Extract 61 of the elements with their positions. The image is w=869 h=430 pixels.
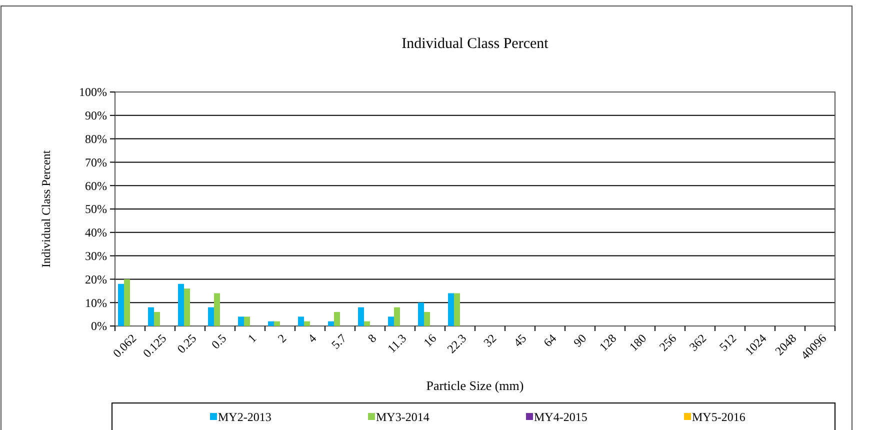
bar	[388, 316, 394, 326]
x-tick-label: 362	[686, 331, 710, 354]
bar	[448, 293, 454, 326]
x-tick-label: 0.5	[208, 331, 230, 352]
bar	[148, 307, 154, 326]
bar	[418, 302, 424, 326]
chart-title: Individual Class Percent	[402, 36, 550, 52]
bar	[268, 321, 274, 326]
bar	[214, 293, 220, 326]
bar	[454, 293, 460, 326]
bar	[118, 284, 124, 326]
x-tick-label: 11.3	[384, 331, 410, 356]
bar	[124, 279, 130, 326]
y-tick-label: 90%	[85, 108, 107, 123]
legend-label: MY2-2013	[218, 410, 272, 424]
y-tick-label: 10%	[85, 296, 107, 310]
bar	[298, 316, 304, 326]
x-tick-label: 2	[274, 331, 290, 346]
bar	[394, 307, 400, 326]
bar	[238, 316, 244, 326]
x-axis-title: Particle Size (mm)	[426, 378, 524, 393]
x-tick-label: 256	[656, 331, 680, 354]
legend-label: MY5-2016	[692, 410, 746, 424]
y-tick-label: 100%	[79, 85, 107, 100]
bar	[208, 307, 214, 326]
bar	[184, 288, 190, 326]
y-tick-label: 50%	[85, 202, 107, 216]
y-tick-label: 20%	[85, 272, 107, 286]
bar	[178, 284, 184, 326]
x-tick-label: 0.25	[174, 331, 200, 356]
x-tick-label: 22.3	[444, 331, 470, 356]
bar	[358, 307, 364, 326]
x-tick-label: 512	[716, 331, 740, 354]
x-tick-label: 128	[596, 331, 620, 354]
x-tick-label: 4	[304, 331, 320, 346]
y-tick-label: 80%	[85, 132, 107, 146]
x-tick-label: 16	[420, 331, 440, 350]
bar	[274, 321, 280, 326]
y-tick-label: 40%	[85, 226, 107, 240]
x-tick-label: 8	[364, 331, 380, 346]
bar	[154, 312, 160, 326]
x-tick-label: 180	[626, 331, 650, 354]
y-tick-label: 0%	[91, 319, 107, 334]
x-tick-label: 5.7	[328, 331, 350, 352]
legend-label: MY4-2015	[534, 410, 588, 424]
bar	[334, 312, 340, 326]
y-tick-label: 30%	[85, 249, 107, 263]
bar	[424, 312, 430, 326]
bar	[364, 321, 370, 326]
y-axis-title: Individual Class Percent	[39, 150, 53, 268]
x-tick-label: 90	[570, 331, 590, 350]
x-tick-label: 64	[540, 331, 560, 350]
y-tick-label: 70%	[85, 155, 107, 170]
x-tick-label: 45	[510, 331, 530, 350]
legend-label: MY3-2014	[376, 410, 430, 424]
y-tick-label: 60%	[85, 178, 107, 193]
bar	[304, 321, 310, 326]
x-tick-label: 32	[480, 331, 500, 350]
bar	[244, 316, 250, 326]
bar	[328, 321, 334, 326]
x-tick-label: 1	[244, 331, 260, 346]
